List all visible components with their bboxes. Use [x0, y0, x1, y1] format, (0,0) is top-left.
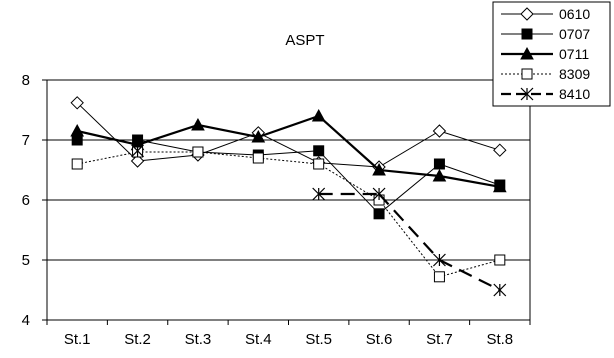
data-point: [432, 168, 447, 182]
series-line-segment: [197, 151, 259, 156]
series-line-segment: [76, 102, 138, 162]
data-point: [191, 117, 205, 131]
chart-title: ASPT: [285, 32, 324, 49]
data-point: [313, 158, 325, 170]
series-line-segment: [77, 151, 138, 165]
series-line-segment: [258, 150, 319, 156]
data-point: [130, 154, 145, 168]
series-line-segment: [439, 174, 501, 188]
y-axis-ticks: 4 5 6 7 8: [22, 72, 30, 329]
series-line-segment: [76, 129, 138, 146]
legend-item-8410: 8410: [501, 86, 590, 102]
data-point: [373, 208, 385, 220]
x-axis-ticks: St.1 St.2 St.3 St.4 St.5 St.6 St.7 St.8: [64, 331, 513, 348]
legend-label: 0610: [559, 6, 590, 22]
x-tick-label: St.2: [124, 331, 151, 348]
data-point: [492, 179, 507, 193]
data-point: [372, 162, 386, 176]
series-line-segment: [378, 130, 440, 168]
data-point: [493, 283, 507, 297]
series-line-segment: [378, 199, 440, 278]
data-point: [252, 152, 264, 164]
series-line-segment: [439, 130, 500, 151]
series-line-segment: [137, 123, 199, 146]
legend-marker: [520, 46, 534, 60]
series-line-segment: [378, 163, 440, 215]
series-line-segment: [439, 163, 500, 186]
x-tick-label: St.3: [185, 331, 212, 348]
series-line-segment: [318, 162, 380, 168]
y-tick-label: 7: [22, 132, 30, 149]
y-tick-label: 5: [22, 252, 30, 269]
series-line-segment: [258, 132, 319, 164]
series-line-segment: [438, 259, 501, 291]
data-point: [70, 123, 85, 137]
data-point: [493, 143, 507, 157]
series-line-segment: [137, 154, 198, 162]
legend-item-8309: 8309: [501, 66, 590, 82]
data-point: [494, 254, 506, 266]
series-line-segment: [378, 193, 441, 261]
legend-marker: [520, 87, 534, 101]
legend-marker: [520, 7, 534, 21]
data-point: [251, 129, 266, 143]
legend-marker: [521, 28, 533, 40]
series-line-segment: [378, 168, 440, 178]
data-point: [70, 96, 84, 110]
x-tick-label: St.5: [305, 331, 332, 348]
legend-item-0711: 0711: [501, 46, 589, 62]
legend-marker: [521, 68, 533, 80]
series-line-segment: [197, 123, 259, 139]
series-line-segment: [258, 157, 319, 165]
legend-label: 0707: [559, 26, 590, 42]
legend-label: 8309: [559, 66, 590, 82]
data-point: [71, 158, 83, 170]
data-point: [433, 271, 445, 283]
legend: 0610 0707 0711 8309 8410: [492, 1, 611, 107]
y-tick-label: 4: [22, 312, 30, 329]
x-tick-label: St.7: [426, 331, 453, 348]
y-tick-label: 6: [22, 192, 30, 209]
x-tick-label: St.6: [366, 331, 393, 348]
data-point: [192, 146, 204, 158]
x-tick-label: St.8: [486, 331, 513, 348]
series-8410: [131, 144, 507, 297]
data-point: [313, 145, 325, 157]
data-point: [131, 144, 144, 158]
y-tick-label: 8: [22, 72, 30, 89]
series-line-segment: [439, 259, 500, 278]
legend-label: 8410: [559, 86, 590, 102]
data-point: [432, 124, 447, 138]
legend-item-0707: 0707: [501, 26, 590, 42]
data-point: [433, 253, 446, 267]
series-line-segment: [257, 114, 320, 139]
series-line-segment: [197, 132, 259, 156]
series-line-segment: [318, 150, 380, 215]
legend-label: 0711: [559, 46, 589, 62]
series-line-segment: [317, 115, 380, 171]
data-point: [311, 108, 326, 122]
x-tick-label: St.1: [64, 331, 91, 348]
data-point: [372, 187, 386, 201]
legend-item-0610: 0610: [501, 6, 590, 22]
grid: [42, 79, 531, 325]
data-point: [433, 158, 445, 170]
series-group: [70, 96, 507, 297]
data-point: [312, 187, 326, 201]
x-tick-label: St.4: [245, 331, 272, 348]
